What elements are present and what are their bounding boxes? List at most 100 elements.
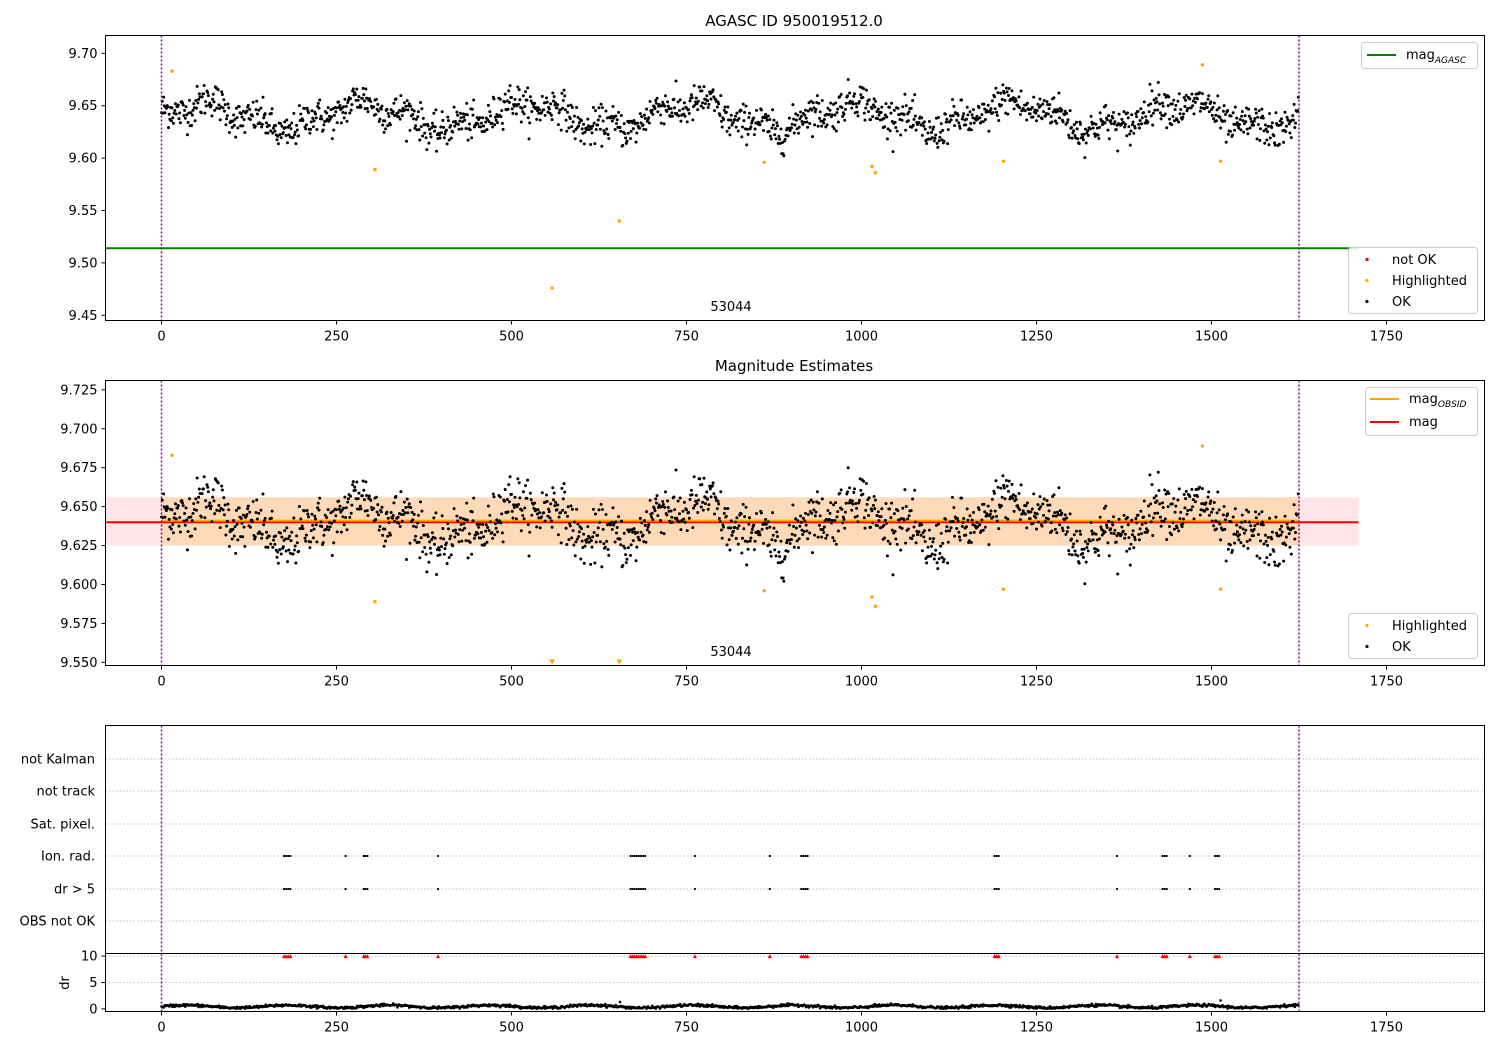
ok-point (417, 540, 421, 544)
ok-point (1055, 531, 1059, 535)
ok-point (622, 531, 626, 535)
ok-point (559, 511, 562, 515)
ok-point (1288, 545, 1292, 549)
ok-point (339, 530, 343, 534)
ok-point (1042, 497, 1046, 501)
ok-point (880, 507, 884, 511)
ok-point (1131, 120, 1135, 124)
ok-point (871, 103, 875, 107)
ok-point (505, 497, 509, 501)
ok-point (290, 530, 294, 534)
ok-point (1172, 98, 1176, 102)
ok-point (189, 515, 193, 519)
ok-point (659, 113, 663, 117)
ok-point (1247, 114, 1251, 118)
ok-point (227, 130, 231, 134)
ok-point (1212, 117, 1216, 121)
ok-point (813, 110, 817, 114)
ok-point (850, 106, 854, 110)
ok-point (486, 526, 490, 530)
ok-point (414, 117, 418, 121)
ok-point (399, 490, 403, 494)
dr-point (380, 1002, 384, 1006)
ok-point (1143, 530, 1147, 534)
ok-point (678, 98, 682, 102)
ok-point (1249, 524, 1253, 528)
ok-point (726, 507, 730, 511)
ok-point (817, 101, 821, 105)
ok-point (1235, 116, 1239, 120)
ok-point (468, 128, 472, 132)
highlighted-point (1001, 159, 1006, 163)
ok-point (1170, 123, 1174, 127)
ok-point (923, 540, 927, 544)
ok-point (186, 120, 190, 124)
ok-point (320, 117, 324, 121)
ok-point (838, 491, 842, 495)
ok-point (444, 128, 448, 132)
ok-point (1167, 491, 1171, 495)
ok-point (1150, 89, 1154, 93)
ok-point (1158, 515, 1162, 519)
ok-point (883, 536, 887, 540)
ok-point (701, 508, 705, 512)
ok-point (454, 528, 457, 532)
ok-point (744, 505, 748, 509)
ok-point (591, 535, 595, 539)
ok-point (226, 102, 230, 106)
ok-point (199, 515, 203, 519)
ok-point (494, 526, 498, 530)
ok-point (722, 108, 726, 112)
ok-point (344, 506, 348, 510)
ok-point (1130, 123, 1134, 127)
ok-point (1053, 511, 1057, 515)
flag-event-point (997, 887, 1000, 891)
ok-point (367, 494, 371, 498)
ok-point (561, 497, 565, 501)
ok-point (1070, 125, 1073, 129)
ok-point (245, 109, 249, 113)
ok-point (797, 125, 801, 129)
ok-point (536, 508, 540, 512)
ok-point (691, 118, 695, 122)
y-tick-label: 9.650 (60, 500, 97, 515)
ok-point (562, 482, 566, 486)
ok-point (1270, 125, 1274, 129)
ok-point (1025, 101, 1029, 105)
ok-point (389, 108, 393, 112)
ok-point (355, 480, 359, 484)
ok-point (804, 511, 807, 515)
ok-point (888, 129, 892, 133)
ok-point (552, 95, 556, 99)
ok-point (687, 108, 691, 112)
ok-point (1007, 489, 1010, 493)
ok-point (1190, 487, 1194, 491)
ok-point (495, 518, 499, 522)
ok-point (271, 131, 275, 135)
ok-point (657, 503, 661, 507)
ok-point (623, 546, 627, 550)
ok-point (872, 97, 876, 101)
ok-point (748, 516, 751, 520)
ok-point (1291, 526, 1295, 530)
ok-point (1146, 529, 1150, 533)
ok-point (1031, 115, 1035, 119)
ok-point (1245, 539, 1249, 543)
ok-point (862, 479, 866, 483)
ok-point (773, 127, 777, 131)
ok-point (1228, 129, 1232, 133)
ok-point (674, 468, 678, 472)
ok-point (606, 548, 610, 552)
ok-point (1237, 538, 1241, 542)
ok-point (890, 501, 894, 505)
ok-point (1255, 554, 1259, 558)
ok-point (1270, 530, 1274, 534)
ok-point (913, 114, 917, 118)
ok-point (326, 106, 330, 110)
ok-point (961, 114, 965, 118)
ok-point (356, 105, 359, 109)
ok-point (305, 508, 309, 512)
ok-point (568, 117, 572, 121)
ok-point (535, 525, 539, 529)
